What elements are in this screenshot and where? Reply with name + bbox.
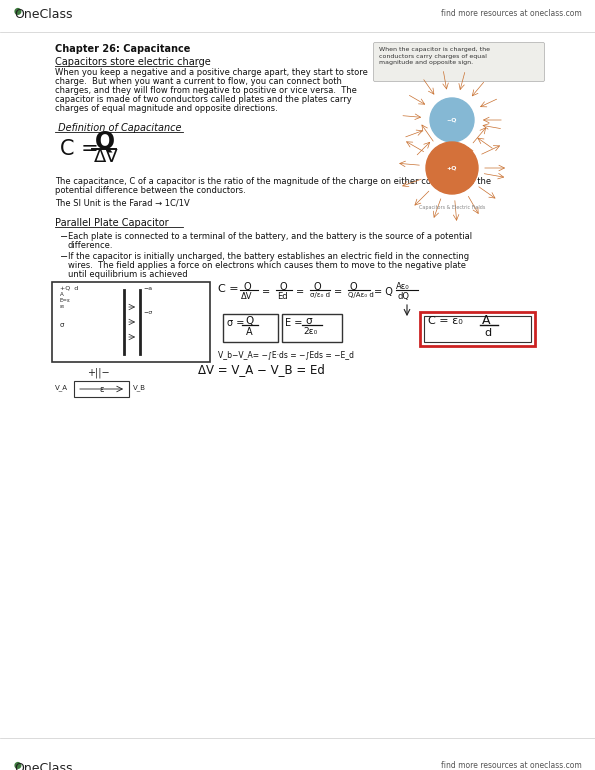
- Text: difference.: difference.: [68, 241, 114, 250]
- Text: ⬤: ⬤: [14, 762, 22, 769]
- Text: OneClass: OneClass: [14, 8, 73, 21]
- Text: The capacitance, C of a capacitor is the ratio of the magnitude of the charge on: The capacitance, C of a capacitor is the…: [55, 177, 491, 186]
- Text: charge.  But when you want a current to flow, you can connect both: charge. But when you want a current to f…: [55, 77, 342, 86]
- Text: Q: Q: [279, 282, 287, 292]
- Bar: [74, 381, 129, 397]
- Text: =: =: [262, 287, 270, 297]
- Text: d: d: [484, 328, 491, 338]
- Text: ε₀: ε₀: [60, 304, 65, 309]
- Bar: [420, 312, 535, 346]
- Text: C =: C =: [60, 139, 99, 159]
- Text: Chapter 26: Capacitance: Chapter 26: Capacitance: [55, 44, 190, 54]
- FancyBboxPatch shape: [374, 42, 544, 82]
- Bar: [0, 0, 595, 32]
- Text: Aε₀: Aε₀: [396, 282, 409, 291]
- Text: ⬤: ⬤: [14, 8, 22, 15]
- Text: C = ε₀: C = ε₀: [428, 316, 463, 326]
- Text: +Q  d: +Q d: [60, 286, 79, 291]
- Text: Q: Q: [313, 282, 321, 292]
- Text: ΔV: ΔV: [241, 292, 252, 301]
- Text: find more resources at oneclass.com: find more resources at oneclass.com: [441, 761, 582, 770]
- Text: Q/Aε₀ d: Q/Aε₀ d: [348, 292, 374, 298]
- Text: find more resources at oneclass.com: find more resources at oneclass.com: [441, 9, 582, 18]
- Text: A: A: [60, 292, 64, 297]
- Text: Each plate is connected to a terminal of the battery, and the battery is the sou: Each plate is connected to a terminal of…: [68, 232, 472, 241]
- Text: capacitor is made of two conductors called plates and the plates carry: capacitor is made of two conductors call…: [55, 95, 352, 104]
- Text: until equilibrium is achieved: until equilibrium is achieved: [68, 270, 187, 279]
- Text: ΔV = V_A − V_B = Ed: ΔV = V_A − V_B = Ed: [198, 363, 325, 376]
- Text: E =: E =: [285, 318, 302, 328]
- Text: Capacitors & Electric Fields: Capacitors & Electric Fields: [419, 205, 485, 210]
- Text: =: =: [296, 287, 304, 297]
- Text: Q: Q: [350, 282, 358, 292]
- Bar: [0, 738, 595, 770]
- Text: charges of equal magnitude and opposite directions.: charges of equal magnitude and opposite …: [55, 104, 278, 113]
- Text: dQ: dQ: [397, 292, 409, 301]
- Text: V_b−V_A= −∫E·ds = −∫Eds = −E_d: V_b−V_A= −∫E·ds = −∫Eds = −E_d: [218, 350, 354, 359]
- Text: E=ε: E=ε: [60, 298, 71, 303]
- Text: C =: C =: [218, 284, 239, 294]
- Text: A: A: [246, 327, 253, 337]
- Text: σ: σ: [305, 316, 312, 326]
- Text: V_A: V_A: [55, 384, 68, 390]
- Text: ε: ε: [99, 384, 104, 393]
- Text: When you keep a negative and a positive charge apart, they start to store: When you keep a negative and a positive …: [55, 68, 368, 77]
- Bar: [52, 282, 210, 362]
- Text: Q: Q: [95, 129, 115, 153]
- Text: σ =: σ =: [227, 318, 245, 328]
- Text: =: =: [334, 287, 342, 297]
- Text: −: −: [60, 252, 68, 262]
- Text: σ: σ: [60, 322, 64, 328]
- Text: OneClass: OneClass: [14, 762, 73, 770]
- Text: The SI Unit is the Farad → 1C/1V: The SI Unit is the Farad → 1C/1V: [55, 198, 190, 207]
- Text: = Q: = Q: [374, 287, 393, 297]
- Text: wires.  The field applies a force on electrons which causes them to move to the : wires. The field applies a force on elec…: [68, 261, 466, 270]
- Text: Q: Q: [244, 282, 252, 292]
- Text: −: −: [60, 232, 68, 242]
- Text: A: A: [482, 314, 490, 327]
- Text: 2ε₀: 2ε₀: [303, 327, 317, 336]
- Text: −a: −a: [143, 286, 152, 291]
- Text: Q: Q: [245, 316, 253, 326]
- Text: charges, and they will flow from negative to positive or vice versa.  The: charges, and they will flow from negativ…: [55, 86, 357, 95]
- Text: −σ: −σ: [143, 310, 152, 315]
- Text: ΔV: ΔV: [94, 148, 119, 166]
- Text: Parallel Plate Capacitor: Parallel Plate Capacitor: [55, 218, 168, 228]
- Text: If the capacitor is initially uncharged, the battery establishes an electric fie: If the capacitor is initially uncharged,…: [68, 252, 469, 261]
- Text: When the capacitor is charged, the
conductors carry charges of equal
magnitude a: When the capacitor is charged, the condu…: [379, 47, 490, 65]
- Bar: [282, 314, 342, 342]
- Text: σ/ε₀ d: σ/ε₀ d: [310, 292, 330, 298]
- Text: −Q: −Q: [447, 118, 457, 122]
- Bar: [223, 314, 278, 342]
- Text: Capacitors store electric charge: Capacitors store electric charge: [55, 57, 211, 67]
- Text: V_B: V_B: [133, 384, 146, 390]
- Bar: [424, 316, 531, 342]
- Text: +Q: +Q: [447, 166, 457, 170]
- Circle shape: [430, 98, 474, 142]
- Text: Definition of Capacitance: Definition of Capacitance: [55, 123, 181, 133]
- Text: potential difference between the conductors.: potential difference between the conduct…: [55, 186, 246, 195]
- Text: Ed: Ed: [277, 292, 287, 301]
- Circle shape: [426, 142, 478, 194]
- Text: +||−: +||−: [87, 368, 109, 379]
